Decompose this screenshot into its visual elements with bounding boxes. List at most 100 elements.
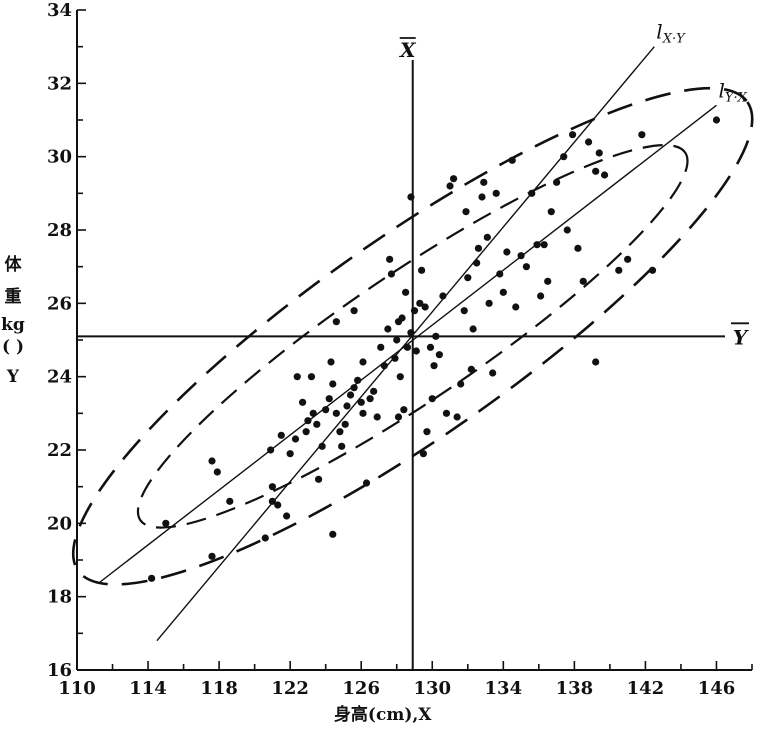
data-point <box>226 497 234 505</box>
y-tick-label: 16 <box>47 660 72 681</box>
data-point <box>338 442 346 450</box>
x-axis-label: 身高(cm),X <box>334 704 432 725</box>
data-point <box>403 343 411 351</box>
data-point <box>162 519 170 527</box>
data-point <box>485 299 493 307</box>
data-point <box>442 409 451 417</box>
mean-lines: XY <box>77 37 749 670</box>
data-point <box>453 413 461 421</box>
data-point <box>393 336 401 344</box>
data-point <box>638 131 646 139</box>
data-point <box>579 277 587 285</box>
regression-line-label: lY·X <box>718 78 747 105</box>
regression-line <box>156 46 655 642</box>
data-point <box>522 263 531 271</box>
data-point <box>208 457 216 465</box>
data-point <box>398 314 406 322</box>
data-point <box>213 468 221 476</box>
data-point <box>309 409 317 417</box>
data-point <box>419 450 427 458</box>
x-tick-label: 110 <box>58 678 96 699</box>
regression-line-label: lX·Y <box>656 20 686 47</box>
data-point <box>329 380 337 388</box>
y-tick-label: 24 <box>47 367 72 388</box>
data-point <box>366 395 374 403</box>
data-point <box>478 193 486 201</box>
data-point <box>480 178 488 186</box>
data-point <box>277 431 285 439</box>
data-point <box>439 292 447 300</box>
data-point <box>373 413 381 421</box>
data-point <box>624 255 632 263</box>
data-point <box>648 266 657 274</box>
data-point <box>350 307 358 315</box>
data-point <box>350 384 358 392</box>
data-point <box>302 428 310 436</box>
data-point <box>329 530 337 538</box>
data-point <box>313 420 321 428</box>
y-tick-label: 34 <box>47 0 72 21</box>
data-point <box>592 358 600 366</box>
x-tick-label: 122 <box>271 678 309 699</box>
data-point <box>412 347 420 355</box>
x-tick-label: 118 <box>200 678 238 699</box>
y-tick-label: 28 <box>47 220 72 241</box>
data-point <box>449 175 458 183</box>
data-point <box>341 420 349 428</box>
y-tick-label: 20 <box>47 513 72 534</box>
data-point <box>261 534 269 542</box>
data-point <box>423 428 431 436</box>
regression-line <box>99 104 717 583</box>
y-axis-label-char: kg <box>1 315 25 335</box>
data-point <box>370 387 378 395</box>
data-point <box>384 325 392 333</box>
y-axis-label-char: 重 <box>5 286 22 307</box>
y-axis-label-char: ( ) <box>2 337 24 357</box>
data-point <box>432 332 440 340</box>
data-point <box>359 358 367 366</box>
data-point <box>528 189 536 197</box>
data-point <box>391 354 399 362</box>
data-point <box>446 182 454 190</box>
data-point <box>380 362 388 370</box>
data-point <box>512 303 520 311</box>
tick-labels: 110 114 118 122 126 130 134 138 142 146 16 18 20 22 24… <box>47 0 735 699</box>
data-point <box>325 395 333 403</box>
inner-ellipse <box>136 143 689 529</box>
outer-ellipse <box>71 86 754 586</box>
data-point <box>267 446 275 454</box>
data-point <box>553 178 561 186</box>
data-point <box>307 373 316 381</box>
data-point <box>435 351 443 359</box>
data-point <box>208 552 216 560</box>
data-point <box>489 369 497 377</box>
regression-line-subscript: X·Y <box>662 32 686 47</box>
data-point <box>293 373 301 381</box>
data-point <box>286 450 294 458</box>
data-point <box>407 193 415 201</box>
data-point <box>483 233 491 241</box>
data-point <box>396 373 404 381</box>
data-point <box>148 574 156 582</box>
data-point <box>517 252 525 260</box>
x-tick-label: 138 <box>556 678 594 699</box>
data-point <box>318 442 326 450</box>
data-point <box>354 376 362 384</box>
data-point <box>407 329 415 337</box>
data-point <box>343 402 351 410</box>
y-tick-label: 32 <box>47 73 72 94</box>
mean-y-label: Y <box>733 325 749 349</box>
data-point <box>474 244 483 252</box>
data-point <box>274 501 282 509</box>
data-point <box>327 358 335 366</box>
data-point <box>595 149 603 157</box>
data-point <box>332 318 340 326</box>
data-point <box>563 226 571 234</box>
data-points <box>148 116 721 582</box>
data-point <box>402 288 410 296</box>
data-point <box>291 435 300 443</box>
data-point <box>568 131 577 139</box>
data-point <box>615 266 623 274</box>
data-point <box>336 428 344 436</box>
